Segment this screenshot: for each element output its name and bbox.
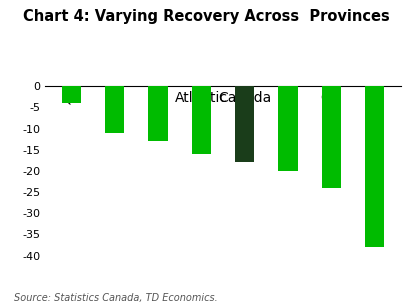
Bar: [62, 86, 81, 103]
Bar: [148, 86, 168, 141]
Bar: [322, 86, 341, 188]
Bar: [365, 86, 385, 247]
Bar: [192, 86, 211, 154]
Bar: [278, 86, 298, 171]
Bar: [235, 86, 254, 163]
Text: Chart 4: Varying Recovery Across  Provinces: Chart 4: Varying Recovery Across Provinc…: [23, 9, 390, 24]
Bar: [105, 86, 124, 133]
Text: Source: Statistics Canada, TD Economics.: Source: Statistics Canada, TD Economics.: [14, 294, 218, 303]
